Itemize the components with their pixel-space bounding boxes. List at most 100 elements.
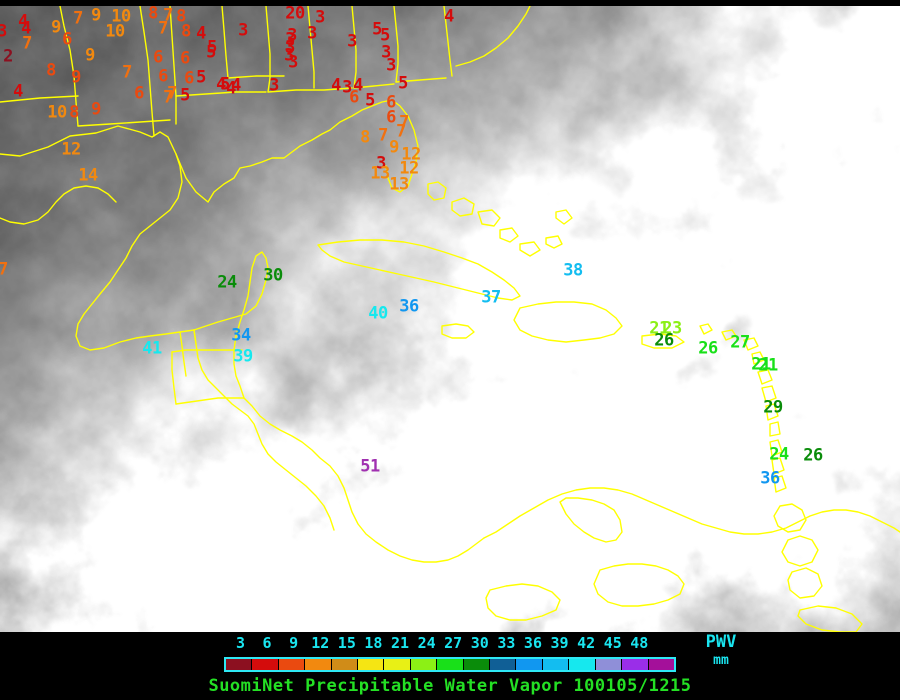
station-pwv-value: 24 — [769, 444, 789, 465]
station-pwv-value: 6 — [184, 68, 194, 89]
colorbar-segment — [569, 659, 596, 670]
station-pwv-value: 21 — [649, 318, 669, 339]
station-pwv-value: 5 — [372, 19, 382, 40]
station-pwv-value: 14 — [78, 165, 98, 186]
station-pwv-value: 39 — [233, 346, 253, 367]
station-pwv-value: 3 — [0, 21, 7, 42]
station-pwv-value: 8 — [148, 6, 158, 24]
station-pwv-value: 7 — [22, 33, 32, 54]
station-pwv-value: 3 — [386, 55, 396, 76]
station-pwv-value: 34 — [231, 325, 251, 346]
station-pwv-value: 41 — [142, 338, 162, 359]
colorbar-segment — [226, 659, 253, 670]
colorbar-tick: 33 — [497, 634, 516, 652]
station-pwv-value: 5 — [365, 90, 375, 111]
station-pwv-value: 5 — [220, 74, 230, 95]
station-pwv-value: 26 — [698, 338, 718, 359]
station-pwv-value: 12 — [61, 139, 81, 160]
station-pwv-value: 6 — [158, 66, 168, 87]
station-pwv-value: 8 — [46, 60, 56, 81]
station-pwv-value: 7 — [378, 125, 388, 146]
station-pwv-value: 51 — [360, 456, 380, 477]
station-pwv-value: 4 — [226, 78, 236, 99]
colorbar-segment — [358, 659, 385, 670]
colorbar-segment — [252, 659, 279, 670]
station-pwv-value: 4 — [331, 75, 341, 96]
station-pwv-value: 3 — [284, 45, 294, 66]
colorbar-tick-labels: 3 6 9 12 15 18 21 24 27 30 33 36 39 42 45 48 — [0, 634, 900, 654]
station-pwv-value: 12 — [401, 144, 421, 165]
product-title: SuomiNet Precipitable Water Vapor 100105… — [208, 676, 692, 696]
colorbar-tick: 15 — [337, 634, 356, 652]
station-pwv-value: 8 — [176, 6, 186, 27]
station-pwv-value: 3 — [238, 20, 248, 41]
colorbar-segment — [331, 659, 359, 670]
station-pwv-value: 5 — [207, 37, 217, 58]
colorbar-tick: 9 — [289, 634, 299, 652]
station-pwv-value: 6 — [62, 29, 72, 50]
station-pwv-value: 6 — [134, 83, 144, 104]
station-pwv-value: 4 — [21, 18, 31, 39]
colorbar-segment — [384, 659, 411, 670]
colorbar-segment — [516, 659, 543, 670]
station-pwv-value: 5 — [180, 85, 190, 106]
station-pwv-value: 3 — [307, 23, 317, 44]
station-pwv-value: 3 — [269, 75, 279, 96]
colorbar-segment — [648, 659, 674, 670]
colorbar-tick: 48 — [630, 634, 649, 652]
station-pwv-value: 9 — [91, 99, 101, 120]
station-pwv-value: 26 — [654, 330, 674, 351]
satellite-image-panel: 4 7 9 10 8 7 8 20 3 4 3 4 9 10 7 8 4 3 3 3 5 5 7 6 3 3 3 2 9 6 6 5 3 3 5 8 9… — [0, 6, 900, 632]
station-pwv-value: 13 — [370, 163, 390, 184]
station-pwv-value: 3 — [381, 42, 391, 63]
colorbar-units-label: mm — [713, 653, 729, 668]
station-pwv-value: 4 — [216, 74, 226, 95]
colorbar-tick: 21 — [390, 634, 410, 652]
colorbar-segment — [278, 659, 306, 670]
station-pwv-value: 3 — [315, 7, 325, 28]
political-boundary-overlay — [0, 6, 900, 632]
station-pwv-value: 3 — [376, 153, 386, 174]
station-pwv-value: 7 — [163, 87, 173, 108]
station-pwv-value: 7 — [167, 83, 177, 104]
station-pwv-value: 10 — [105, 21, 125, 42]
station-pwv-value: 7 — [122, 62, 132, 83]
station-pwv-value: 40 — [368, 303, 388, 324]
station-value-overlay: 4 7 9 10 8 7 8 20 3 4 3 4 9 10 7 8 4 3 3 3 5 5 7 6 3 3 3 2 9 6 6 5 3 3 5 8 9… — [0, 6, 900, 632]
colorbar-tick: 42 — [577, 634, 596, 652]
colorbar-swatches — [224, 657, 676, 672]
colorbar-tick: 12 — [311, 634, 330, 652]
station-pwv-value: 9 — [71, 67, 81, 88]
station-pwv-value: 9 — [85, 45, 95, 66]
station-pwv-value: 5 — [398, 73, 408, 94]
colorbar-legend: 3 6 9 12 15 18 21 24 27 30 33 36 39 42 45 48 PWV mm Suo… — [0, 632, 900, 700]
station-pwv-value: 36 — [399, 296, 419, 317]
station-pwv-value: 23 — [662, 318, 682, 339]
station-pwv-value: 3 — [287, 25, 297, 46]
station-pwv-value: 2 — [3, 46, 13, 67]
station-pwv-value: 3 — [347, 31, 357, 52]
station-pwv-value: 8 — [181, 21, 191, 42]
colorbar-tick: 3 — [235, 634, 245, 652]
colorbar-tick: 45 — [603, 634, 622, 652]
station-pwv-value: 29 — [763, 397, 783, 418]
station-pwv-value: 7 — [0, 259, 8, 280]
station-pwv-value: 7 — [399, 112, 409, 133]
station-pwv-value: 9 — [51, 17, 61, 38]
station-pwv-value: 6 — [386, 107, 396, 128]
colorbar-tick: 30 — [470, 634, 489, 652]
colorbar-tick: 39 — [550, 634, 569, 652]
colorbar-parameter-label: PWV — [705, 632, 737, 652]
station-pwv-value: 30 — [263, 265, 283, 286]
station-pwv-value: 4 — [13, 81, 23, 102]
station-pwv-value: 8 — [360, 127, 370, 148]
station-pwv-value: 6 — [386, 92, 396, 113]
station-pwv-value: 6 — [180, 48, 190, 69]
station-pwv-value: 37 — [481, 287, 501, 308]
station-pwv-value: 4 — [196, 23, 206, 44]
station-pwv-value: 9 — [91, 6, 101, 26]
station-pwv-value: 9 — [389, 137, 399, 158]
station-pwv-value: 8 — [69, 102, 79, 123]
colorbar-segment — [490, 659, 517, 670]
colorbar-tick: 24 — [417, 634, 436, 652]
